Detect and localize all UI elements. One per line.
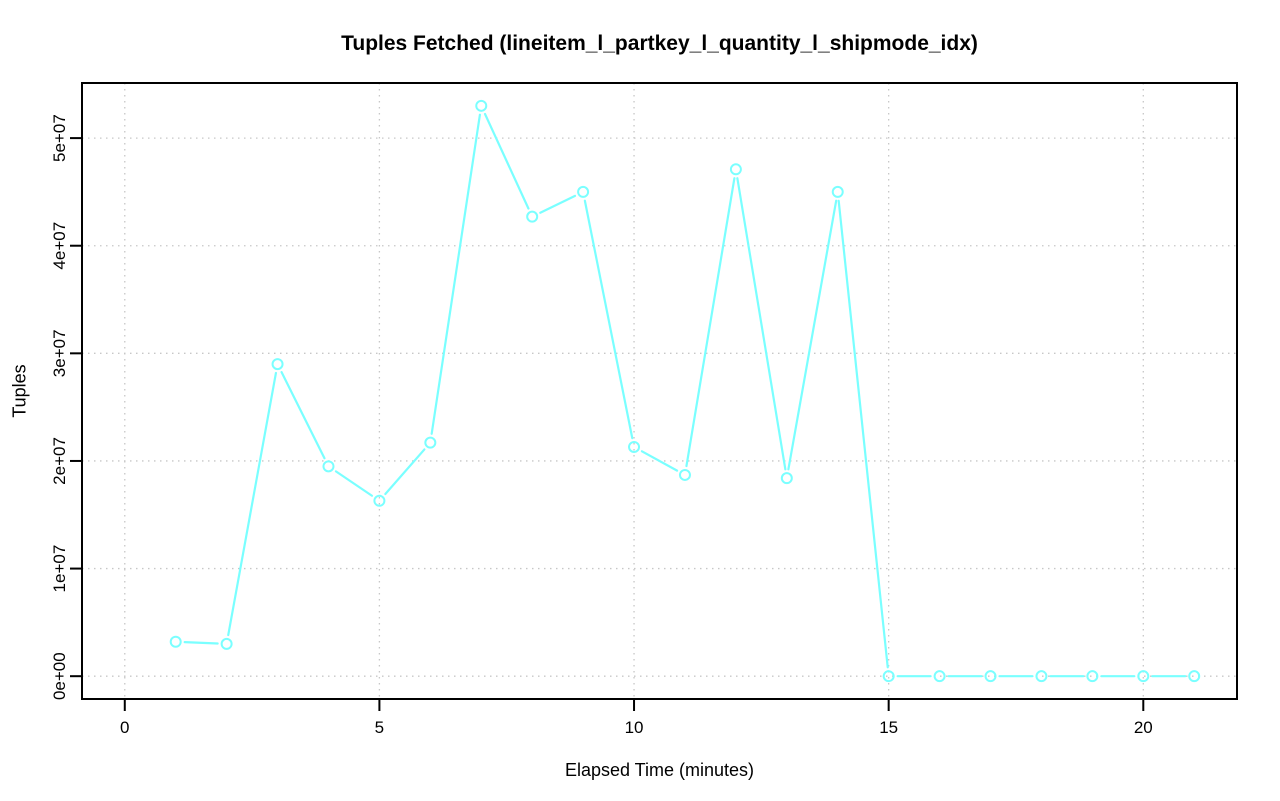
series-line-segment [334,470,374,497]
series-line-segment [483,112,530,210]
data-point-marker [475,99,488,112]
series-line-segment [183,641,219,645]
data-point-marker [780,472,793,485]
data-point-marker [1188,670,1201,683]
data-point-marker [984,670,997,683]
data-point-marker [373,494,386,507]
x-axis-title: Elapsed Time (minutes) [564,760,755,780]
data-point-marker [169,635,182,648]
data-point-marker [322,460,335,473]
data-point-marker [577,185,590,198]
series-line-segment [583,199,634,440]
y-axis-title: Tuples [9,364,30,418]
data-point-marker [220,637,233,650]
y-tick-label: 3e+07 [50,329,69,377]
y-tick-label: 5e+07 [50,114,69,162]
data-point-marker [628,440,641,453]
series-line-segment [640,450,679,472]
x-tick-label: 0 [120,718,129,737]
series-line-segment [685,177,736,468]
series-line-segment [736,177,787,471]
series-line-segment [837,199,889,669]
x-tick-label: 10 [625,718,644,737]
data-point-marker [424,436,437,449]
data-point-marker [933,670,946,683]
data-point-marker [1086,670,1099,683]
x-tick-label: 20 [1134,718,1153,737]
series-line-segment [430,113,482,435]
y-tick-label: 2e+07 [50,437,69,485]
series-line-segment [227,371,278,637]
data-point-marker [1137,670,1150,683]
y-tick-label: 0e+00 [50,652,69,700]
series-line-segment [280,371,326,460]
data-point-marker [1035,670,1048,683]
x-tick-label: 15 [879,718,898,737]
y-tick-label: 1e+07 [50,545,69,593]
y-tick-label: 4e+07 [50,222,69,270]
x-tick-label: 5 [375,718,384,737]
data-point-marker [526,210,539,223]
data-point-marker [831,185,844,198]
series-line-segment [787,199,838,471]
data-point-marker [271,358,284,371]
series-line-segment [539,194,577,214]
data-point-marker [729,163,742,176]
data-point-marker [882,670,895,683]
chart-title: Tuples Fetched (lineitem_l_partkey_l_qua… [341,32,978,55]
plot-border [81,82,1238,700]
data-point-marker [678,468,691,481]
series-line-segment [384,448,426,496]
